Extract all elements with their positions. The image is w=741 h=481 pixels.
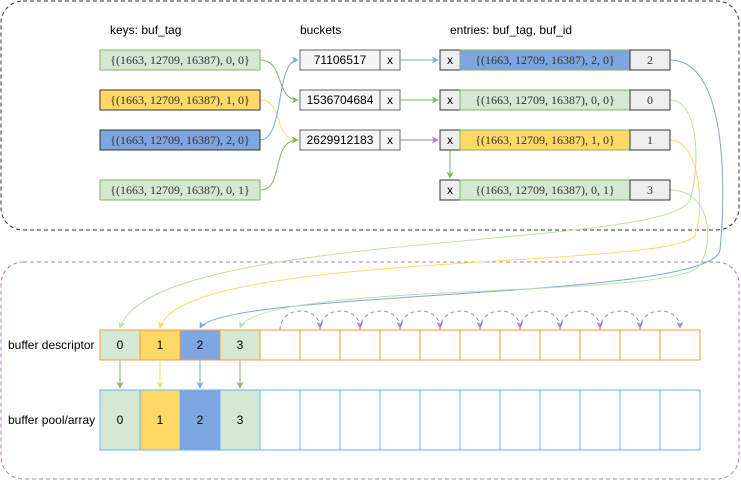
pool-cell [99,389,141,451]
descriptor-cell-text: 3 [237,338,244,352]
entry-link-text: x [447,133,453,147]
edge-id1-desc1 [158,139,701,329]
descriptor-cell [379,329,421,361]
bucket-link-text: x [387,93,393,107]
descriptor-cell-text: 1 [157,338,164,352]
pool-cell [619,389,661,451]
edge-key1-bucket2 [259,99,299,144]
entry-tag-text: {(1663, 12709, 16387), 2, 0} [475,53,615,67]
descriptor-cell [539,329,581,361]
key-box-text: {(1663, 12709, 16387), 0, 0} [110,53,250,67]
entry-buf-id-text: 1 [647,133,653,147]
buffer-region [0,261,740,480]
bucket-link [379,89,401,111]
entry-buf-id [629,129,671,151]
descriptor-cell [619,329,661,361]
descriptor-cell [139,329,181,361]
edges [118,56,724,329]
descriptor-cell [299,329,341,361]
pool-cell [219,389,261,451]
freelist-arrow [519,310,564,331]
entry-buf-id [629,179,671,201]
pool-cell-text: 3 [237,413,244,427]
edge-key0-bucket1 [259,59,299,104]
edge-key2-bucket0 [259,56,299,141]
key-box [99,179,261,201]
entry-tag-text: {(1663, 12709, 16387), 0, 0} [475,93,615,107]
pool-cell-text: 0 [117,413,124,427]
key-box [99,129,261,151]
entry-buf-id-text: 2 [647,53,653,67]
pool-cell [379,389,421,451]
pool-cell [659,389,701,451]
bucket-hash-text: 71106517 [314,53,367,67]
descriptor-cell [419,329,461,361]
pool-cell [139,389,181,451]
bucket-link [379,129,401,151]
freelist-arrow [639,310,684,331]
key-box-text: {(1663, 12709, 16387), 1, 0} [110,93,250,107]
descriptor-cell-text: 2 [197,338,204,352]
entry-tag-text: {(1663, 12709, 16387), 0, 1} [475,183,615,197]
pool-cell [259,389,301,451]
freelist-arrow [279,310,324,331]
bucket-hash-text: 1536704684 [307,93,374,107]
edge-id0-desc0 [118,99,697,329]
entry-link-text: x [447,183,453,197]
pool-cell-text: 2 [197,413,204,427]
descriptor-cell [579,329,621,361]
entry-link-text: x [447,93,453,107]
pool-cell [459,389,501,451]
pool-cell-text: 1 [157,413,164,427]
pool-cell [299,389,341,451]
entry-buf-id-text: 0 [647,93,653,107]
freelist-arrow [399,310,444,331]
key-box [99,89,261,111]
pool-cell [579,389,621,451]
bucket-hash-text: 2629912183 [307,133,374,147]
freelist-arrow [359,310,404,331]
pool-cell [499,389,541,451]
freelist-arrow [559,310,604,331]
bucket-link-text: x [387,53,393,67]
key-box [99,49,261,71]
key-box-text: {(1663, 12709, 16387), 2, 0} [110,133,250,147]
bucket-link [379,49,401,71]
pool-cell [539,389,581,451]
edge-key3-bucket2 [259,136,299,191]
entry-link-text: x [447,53,453,67]
descriptor-cell [259,329,301,361]
key-box-text: {(1663, 12709, 16387), 0, 1} [110,183,250,197]
descriptor-label: buffer descriptor [8,338,95,352]
pool-cell [339,389,381,451]
descriptor-cell [499,329,541,361]
freelist-arrow [439,310,484,331]
descriptor-cell [659,329,701,361]
freelist-arrow [319,310,364,331]
pool-label: buffer pool/array [8,413,95,427]
descriptor-cell [219,329,261,361]
descriptor-cell [339,329,381,361]
entry-buf-id-text: 3 [647,183,653,197]
entry-tag-text: {(1663, 12709, 16387), 1, 0} [475,133,615,147]
bucket-link-text: x [387,133,393,147]
pool-cell [419,389,461,451]
descriptor-cell-text: 0 [117,338,124,352]
entry-buf-id [629,89,671,111]
edge-id3-desc3 [239,189,709,329]
descriptor-cell [459,329,501,361]
hash-table-region [0,0,740,231]
freelist-arrow [599,310,644,331]
freelist-arrow [479,310,524,331]
entries-title: entries: buf_tag, buf_id [450,23,572,37]
descriptor-cell [179,329,221,361]
keys-title: keys: buf_tag [110,23,181,37]
buckets-title: buckets [300,23,341,37]
entry-buf-id [629,49,671,71]
